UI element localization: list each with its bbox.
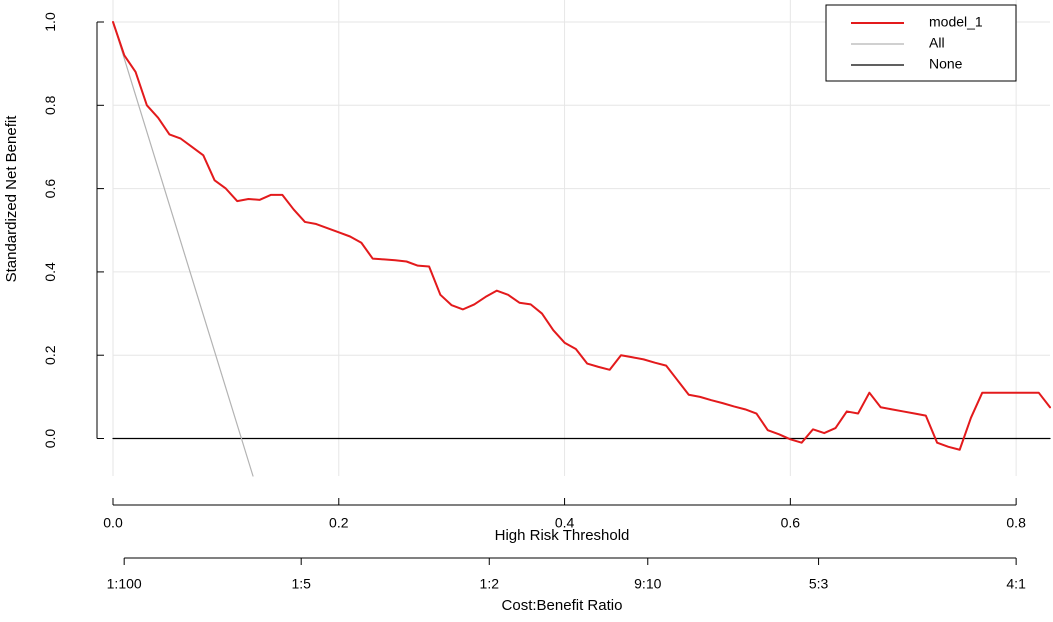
cost-benefit-tick-label: 1:100 xyxy=(107,576,142,592)
y-tick-label: 0.0 xyxy=(42,429,58,449)
cost-benefit-tick-label: 4:1 xyxy=(1006,576,1026,592)
cost-benefit-tick-label: 1:2 xyxy=(480,576,500,592)
cost-benefit-tick-label: 1:5 xyxy=(291,576,311,592)
x-tick-label: 0.6 xyxy=(781,514,801,530)
x-tick-label: 0.8 xyxy=(1006,514,1026,530)
y-axis-title: Standardized Net Benefit xyxy=(3,115,20,283)
legend-label-model-1: model_1 xyxy=(929,14,983,30)
y-tick-label: 0.6 xyxy=(42,179,58,199)
x-tick-label: 0.0 xyxy=(103,514,123,530)
x-tick-label: 0.2 xyxy=(329,514,349,530)
y-tick-label: 0.2 xyxy=(42,345,58,365)
y-tick-label: 0.8 xyxy=(42,95,58,115)
y-tick-label: 1.0 xyxy=(42,12,58,32)
legend-label-none: None xyxy=(929,56,963,72)
x-axis-title: High Risk Threshold xyxy=(495,527,630,544)
series-line-model-1 xyxy=(112,21,1051,451)
legend-label-all: All xyxy=(929,35,945,51)
x-tick-label: 0.4 xyxy=(555,514,575,530)
legend-box xyxy=(825,4,1017,82)
cost-benefit-axis-title: Cost:Benefit Ratio xyxy=(502,597,623,614)
y-tick-label: 0.4 xyxy=(42,262,58,282)
series-layer xyxy=(112,21,1051,477)
axes: High Risk Threshold Standardized Net Ben… xyxy=(3,12,1026,614)
cost-benefit-tick-label: 5:3 xyxy=(809,576,829,592)
legend: model_1 All None xyxy=(825,4,1017,82)
cost-benefit-tick-label: 9:10 xyxy=(634,576,661,592)
series-line-all xyxy=(112,21,254,477)
